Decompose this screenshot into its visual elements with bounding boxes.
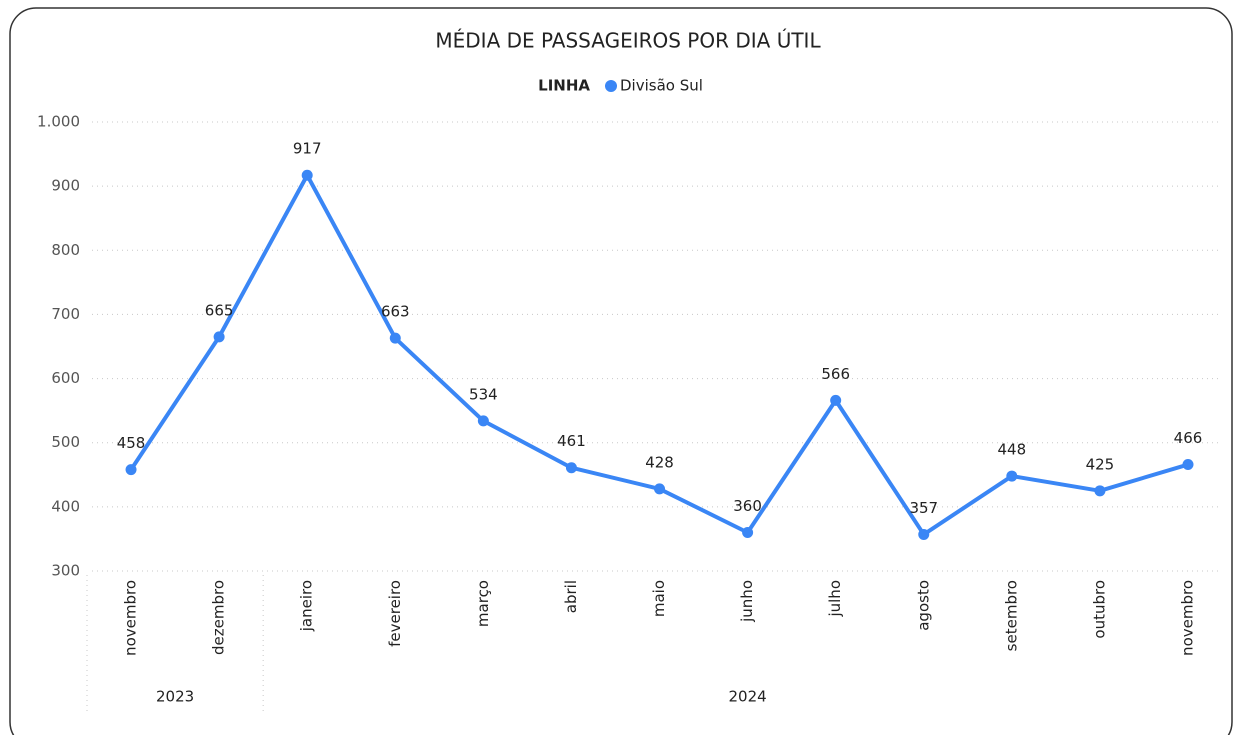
point — [477, 415, 489, 427]
y-tick-label: 600 — [51, 369, 80, 387]
data-label: 461 — [557, 432, 586, 450]
card — [9, 7, 1233, 735]
point — [654, 483, 666, 495]
data-label: 428 — [645, 453, 674, 471]
point — [1006, 470, 1018, 482]
x-tick-label: janeiro — [298, 580, 316, 632]
x-tick-label: novembro — [1179, 580, 1197, 656]
chart-title: MÉDIA DE PASSAGEIROS POR DIA ÚTIL — [435, 29, 821, 53]
point — [565, 462, 577, 474]
x-tick-label: setembro — [1002, 580, 1020, 651]
y-tick-label: 800 — [51, 241, 80, 259]
y-tick-label: 900 — [51, 177, 80, 195]
y-tick-label: 500 — [51, 433, 80, 451]
point — [918, 528, 930, 540]
point — [125, 464, 137, 476]
y-tick-label: 1.000 — [37, 113, 80, 131]
point — [301, 169, 313, 181]
point — [213, 331, 225, 343]
x-tick-label: agosto — [914, 580, 932, 631]
x-tick-label: fevereiro — [386, 580, 404, 647]
x-tick-label: abril — [562, 580, 580, 613]
point — [389, 332, 401, 344]
x-tick-label: outubro — [1090, 580, 1108, 639]
year-label: 2024 — [729, 688, 767, 706]
data-label: 534 — [469, 385, 498, 403]
data-label: 458 — [117, 434, 146, 452]
data-label: 917 — [293, 140, 322, 158]
data-label: 663 — [381, 303, 410, 321]
x-tick-label: março — [474, 580, 492, 627]
data-label: 466 — [1174, 429, 1203, 447]
data-label: 665 — [205, 301, 234, 319]
x-tick-label: dezembro — [210, 580, 228, 655]
x-tick-label: novembro — [122, 580, 140, 656]
x-tick-label: maio — [650, 580, 668, 617]
legend-title: LINHA — [538, 77, 590, 95]
legend-marker — [605, 80, 617, 92]
data-label: 360 — [733, 497, 762, 515]
y-tick-label: 700 — [51, 305, 80, 323]
data-label: 425 — [1086, 455, 1115, 473]
legend-label: Divisão Sul — [620, 77, 703, 95]
y-tick-label: 300 — [51, 562, 80, 580]
year-label: 2023 — [156, 688, 194, 706]
y-tick-label: 400 — [51, 497, 80, 515]
data-label: 566 — [821, 365, 850, 383]
x-tick-label: julho — [826, 580, 844, 618]
x-tick-label: junho — [738, 580, 756, 623]
point — [1182, 459, 1194, 471]
point — [742, 527, 754, 539]
point — [830, 394, 842, 406]
data-label: 357 — [909, 499, 938, 517]
data-label: 448 — [998, 441, 1027, 459]
point — [1094, 485, 1106, 497]
